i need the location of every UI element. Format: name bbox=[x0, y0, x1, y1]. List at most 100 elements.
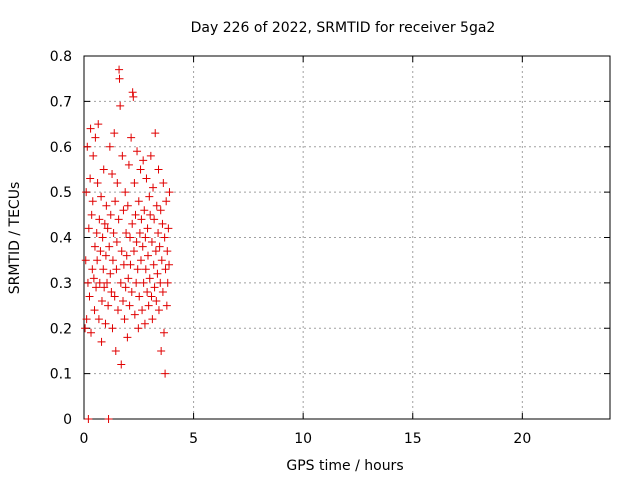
data-point bbox=[111, 346, 120, 355]
x-tick-label: 10 bbox=[294, 431, 312, 447]
data-point bbox=[129, 247, 138, 256]
data-point bbox=[109, 228, 118, 237]
data-point bbox=[106, 210, 115, 219]
y-tick-label: 0.6 bbox=[50, 140, 72, 156]
data-point bbox=[110, 292, 119, 301]
data-point bbox=[114, 215, 123, 224]
data-point bbox=[157, 256, 166, 265]
data-point bbox=[115, 74, 124, 83]
data-point bbox=[127, 287, 136, 296]
data-point bbox=[129, 92, 138, 101]
data-point bbox=[162, 301, 171, 310]
data-point bbox=[117, 360, 126, 369]
data-point bbox=[145, 192, 154, 201]
data-point bbox=[82, 315, 91, 324]
data-point bbox=[154, 306, 163, 315]
y-axis-label: SRMTID / TECUs bbox=[7, 182, 23, 295]
data-point bbox=[150, 283, 159, 292]
data-point bbox=[135, 292, 144, 301]
data-point bbox=[110, 129, 119, 138]
data-point bbox=[97, 192, 106, 201]
data-point bbox=[159, 328, 168, 337]
data-point bbox=[139, 278, 148, 287]
data-point bbox=[157, 346, 166, 355]
data-point bbox=[86, 174, 95, 183]
data-point bbox=[142, 174, 151, 183]
data-point bbox=[127, 133, 136, 142]
data-point bbox=[133, 265, 142, 274]
data-point bbox=[160, 233, 169, 242]
data-point bbox=[83, 142, 92, 151]
data-point bbox=[94, 315, 103, 324]
data-point bbox=[95, 215, 104, 224]
x-axis-label: GPS time / hours bbox=[286, 458, 403, 474]
data-point bbox=[128, 219, 137, 228]
data-point bbox=[115, 65, 124, 74]
data-point bbox=[147, 292, 156, 301]
data-point bbox=[108, 324, 117, 333]
data-point bbox=[91, 133, 100, 142]
data-point bbox=[100, 219, 109, 228]
data-point bbox=[99, 265, 108, 274]
data-point bbox=[146, 151, 155, 160]
data-point bbox=[161, 265, 170, 274]
data-point bbox=[158, 219, 167, 228]
data-point bbox=[88, 265, 97, 274]
data-point bbox=[118, 151, 127, 160]
data-point bbox=[87, 210, 96, 219]
data-point bbox=[158, 287, 167, 296]
data-point bbox=[105, 142, 114, 151]
data-point bbox=[88, 197, 97, 206]
data-point bbox=[103, 224, 112, 233]
data-point bbox=[98, 233, 107, 242]
data-point bbox=[143, 251, 152, 260]
data-point bbox=[122, 228, 131, 237]
x-axis-tick-labels: 0 5 10 15 20 bbox=[80, 431, 532, 447]
data-point bbox=[106, 269, 115, 278]
x-tick-label: 20 bbox=[513, 431, 531, 447]
data-point bbox=[159, 179, 168, 188]
data-point bbox=[93, 256, 102, 265]
data-point bbox=[124, 274, 133, 283]
data-point bbox=[141, 233, 150, 242]
data-point bbox=[147, 238, 156, 247]
y-tick-label: 0.7 bbox=[50, 94, 72, 110]
data-point bbox=[148, 315, 157, 324]
data-point bbox=[116, 101, 125, 110]
data-point bbox=[137, 215, 146, 224]
y-tick-label: 0.5 bbox=[50, 185, 72, 201]
data-point bbox=[104, 415, 113, 423]
data-point bbox=[149, 183, 158, 192]
data-point bbox=[126, 233, 135, 242]
data-point bbox=[121, 188, 130, 197]
data-point bbox=[107, 287, 116, 296]
x-tick-label: 5 bbox=[189, 431, 198, 447]
data-point bbox=[140, 319, 149, 328]
data-point bbox=[151, 129, 160, 138]
data-point bbox=[89, 151, 98, 160]
data-point bbox=[152, 297, 161, 306]
y-tick-label: 0.1 bbox=[50, 367, 72, 383]
data-point bbox=[90, 306, 99, 315]
data-point bbox=[132, 238, 141, 247]
data-point bbox=[150, 215, 159, 224]
data-point bbox=[112, 265, 121, 274]
data-point bbox=[90, 242, 99, 251]
data-point bbox=[113, 179, 122, 188]
data-point bbox=[84, 415, 93, 423]
data-point bbox=[112, 238, 121, 247]
data-point bbox=[93, 179, 102, 188]
data-point bbox=[146, 210, 155, 219]
data-point bbox=[108, 169, 117, 178]
data-point bbox=[154, 165, 163, 174]
data-point bbox=[96, 247, 105, 256]
data-point bbox=[130, 179, 139, 188]
grid-lines bbox=[84, 56, 610, 419]
data-point bbox=[101, 319, 110, 328]
data-point bbox=[140, 206, 149, 215]
data-point bbox=[92, 283, 101, 292]
x-tick-label: 0 bbox=[80, 431, 89, 447]
data-point bbox=[156, 278, 165, 287]
data-point bbox=[105, 242, 114, 251]
